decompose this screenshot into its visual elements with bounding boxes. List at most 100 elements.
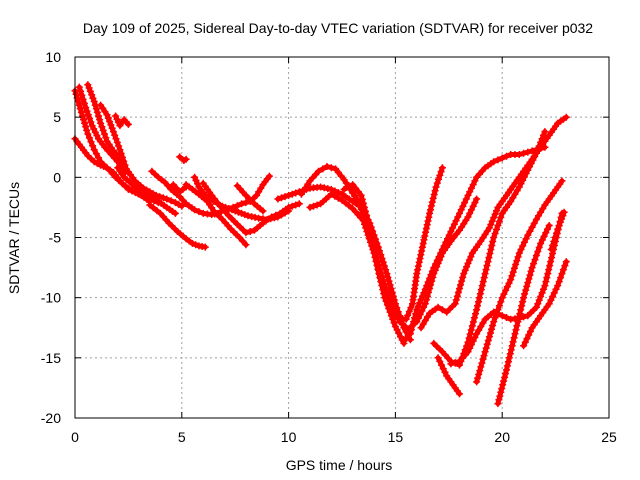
data-point <box>449 224 457 232</box>
data-point <box>320 184 328 192</box>
data-point <box>540 131 547 139</box>
data-point <box>103 111 111 119</box>
data-point <box>429 194 437 202</box>
data-point <box>435 175 442 183</box>
data-point <box>156 193 164 201</box>
data-point <box>508 342 516 350</box>
series-track-28 <box>520 258 570 350</box>
data-point <box>558 215 566 223</box>
data-point <box>467 253 475 261</box>
data-point <box>420 236 428 244</box>
data-point <box>540 232 548 240</box>
data-point <box>537 208 545 216</box>
data-point <box>513 322 521 330</box>
data-point <box>417 296 425 303</box>
data-point <box>421 232 429 240</box>
data-point <box>80 116 87 124</box>
series-line <box>115 165 178 216</box>
data-point <box>520 342 528 350</box>
data-point <box>503 366 510 374</box>
data-point <box>423 282 431 290</box>
data-point <box>517 246 525 253</box>
data-point <box>150 195 158 203</box>
data-point <box>306 203 314 211</box>
data-point <box>76 105 84 113</box>
data-point <box>285 191 293 199</box>
data-point <box>315 167 322 175</box>
data-point <box>511 330 519 338</box>
data-point <box>510 334 518 342</box>
data-point <box>319 165 327 173</box>
data-point <box>81 119 89 127</box>
data-point <box>239 237 247 245</box>
data-point <box>526 227 534 235</box>
data-point <box>236 234 243 241</box>
y-tick-label: -5 <box>49 230 62 246</box>
data-point <box>559 266 567 274</box>
data-point <box>473 330 481 338</box>
data-point <box>421 285 429 293</box>
data-point <box>543 274 551 282</box>
data-point <box>192 177 200 184</box>
series-track-3 <box>75 83 128 178</box>
data-point <box>402 315 410 323</box>
data-point <box>520 294 528 302</box>
data-point <box>310 202 317 210</box>
data-point <box>438 246 446 253</box>
data-point <box>97 119 105 127</box>
data-point <box>522 235 530 243</box>
data-point <box>432 183 440 191</box>
data-point <box>474 302 481 310</box>
plot-area <box>71 81 570 408</box>
data-point <box>233 202 241 210</box>
data-point <box>360 212 368 220</box>
data-point <box>99 126 107 134</box>
y-tick-label: 5 <box>53 109 61 125</box>
data-point <box>362 215 369 223</box>
data-point <box>383 270 391 278</box>
data-point <box>176 153 184 161</box>
data-point <box>500 290 508 298</box>
data-point <box>488 242 496 249</box>
data-point <box>92 105 100 113</box>
data-point <box>195 208 203 216</box>
data-point <box>479 319 487 327</box>
data-point <box>376 268 384 276</box>
data-point <box>357 191 365 199</box>
data-point <box>424 217 432 225</box>
data-point <box>560 208 568 216</box>
data-point <box>474 374 482 382</box>
series-line <box>234 183 266 214</box>
data-point <box>485 224 493 232</box>
data-point <box>78 91 86 99</box>
data-point <box>466 209 474 217</box>
x-axis-label: GPS time / hours <box>286 457 393 473</box>
data-point <box>558 177 566 185</box>
data-point <box>121 161 129 169</box>
data-point <box>242 229 250 237</box>
data-point <box>292 189 300 197</box>
data-point <box>410 318 418 326</box>
data-point <box>467 326 475 334</box>
data-point <box>480 274 488 282</box>
data-point <box>532 215 540 223</box>
data-point <box>513 187 521 195</box>
data-point <box>109 128 117 136</box>
data-point <box>507 346 515 354</box>
data-point <box>445 231 453 239</box>
data-point <box>520 238 528 246</box>
data-point <box>96 116 104 124</box>
data-point <box>292 201 300 209</box>
data-point <box>506 350 514 358</box>
data-point <box>80 99 88 107</box>
data-point <box>467 206 475 214</box>
data-point <box>500 377 508 385</box>
data-point <box>532 303 540 311</box>
data-point <box>388 288 396 296</box>
data-point <box>434 354 442 362</box>
data-point <box>381 284 389 292</box>
data-point <box>384 273 392 281</box>
data-point <box>471 177 479 185</box>
data-point <box>407 326 415 334</box>
data-point <box>272 211 280 219</box>
